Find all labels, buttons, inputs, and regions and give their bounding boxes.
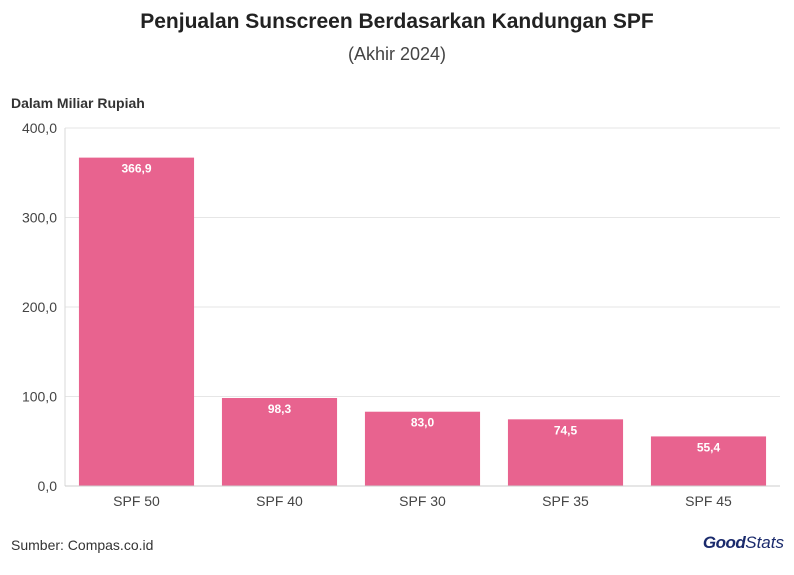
x-tick-label: SPF 40 (256, 493, 303, 509)
logo-stats-text: Stats (745, 533, 784, 552)
bar-value-label: 366,9 (121, 162, 151, 176)
bar (78, 157, 195, 486)
bar (650, 436, 767, 486)
bar-value-label: 74,5 (554, 423, 578, 437)
y-tick-label: 400,0 (22, 120, 57, 136)
y-tick-label: 200,0 (22, 299, 57, 315)
y-tick-label: 100,0 (22, 389, 57, 405)
chart-title: Penjualan Sunscreen Berdasarkan Kandunga… (140, 10, 654, 33)
bar-value-label: 83,0 (411, 416, 435, 430)
bar-value-label: 98,3 (268, 402, 292, 416)
bar (507, 419, 624, 486)
x-tick-label: SPF 50 (113, 493, 160, 509)
bar (364, 411, 481, 486)
goodstats-logo: GoodStats (703, 533, 784, 553)
bar (221, 398, 338, 486)
x-tick-label: SPF 45 (685, 493, 732, 509)
source-note: Sumber: Compas.co.id (11, 537, 154, 553)
bar-value-label: 55,4 (697, 440, 721, 454)
logo-good-text: Good (702, 533, 746, 552)
chart-subtitle: (Akhir 2024) (347, 44, 447, 64)
x-tick-label: SPF 35 (542, 493, 589, 509)
x-tick-label: SPF 30 (399, 493, 446, 509)
y-axis-unit-label: Dalam Miliar Rupiah (11, 95, 145, 111)
y-tick-label: 300,0 (22, 210, 57, 226)
y-tick-label: 0,0 (38, 478, 58, 494)
